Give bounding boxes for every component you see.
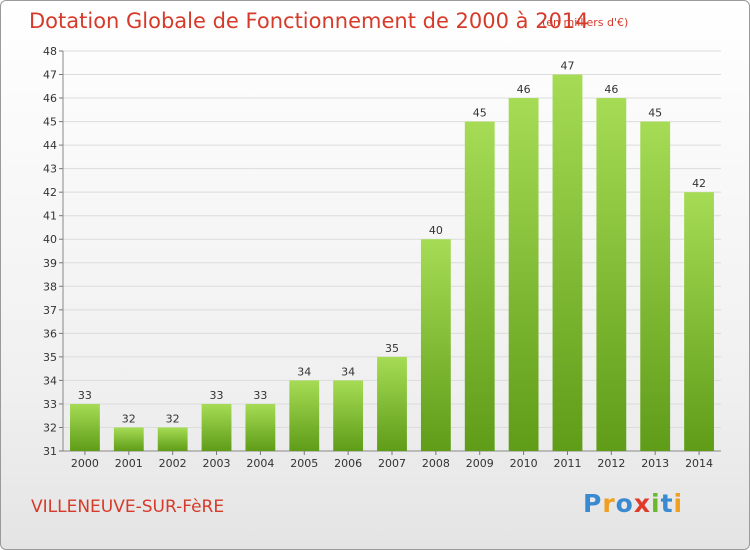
bar (70, 403, 100, 451)
bar (201, 403, 232, 451)
y-tick-label: 45 (43, 116, 57, 129)
x-tick-label: 2006 (334, 457, 362, 470)
x-tick-label: 2004 (246, 457, 274, 470)
x-tick-label: 2010 (510, 457, 538, 470)
bar (552, 74, 583, 451)
data-label: 45 (648, 107, 662, 120)
x-tick-label: 2005 (290, 457, 318, 470)
city-name: VILLENEUVE-SUR-FèRE (31, 497, 225, 517)
logo-letter: r (602, 489, 616, 518)
y-tick-label: 48 (43, 45, 57, 58)
logo-letter: o (615, 489, 634, 518)
y-tick-label: 44 (43, 139, 57, 152)
y-tick-label: 47 (43, 69, 57, 82)
y-tick-label: 38 (43, 280, 57, 293)
bar (596, 98, 627, 451)
x-tick-label: 2002 (159, 457, 187, 470)
data-label: 45 (473, 107, 487, 120)
data-label: 32 (122, 412, 136, 425)
y-tick-label: 31 (43, 445, 57, 458)
data-label: 32 (166, 412, 180, 425)
bar (508, 98, 539, 451)
bar (245, 403, 276, 451)
y-tick-label: 33 (43, 398, 57, 411)
y-tick-label: 42 (43, 186, 57, 199)
data-label: 40 (429, 224, 443, 237)
data-label: 35 (385, 342, 399, 355)
x-tick-label: 2012 (597, 457, 625, 470)
data-label: 46 (517, 83, 531, 96)
bar (640, 121, 671, 452)
y-tick-label: 39 (43, 257, 57, 270)
x-tick-label: 2003 (203, 457, 231, 470)
bar (113, 427, 144, 451)
y-tick-label: 41 (43, 210, 57, 223)
bar (157, 427, 188, 451)
data-label: 33 (253, 389, 267, 402)
chart-title: Dotation Globale de Fonctionnement de 20… (29, 9, 589, 33)
y-tick-label: 35 (43, 351, 57, 364)
data-label: 42 (692, 177, 706, 190)
x-tick-label: 2013 (641, 457, 669, 470)
logo-letter: i (651, 489, 661, 518)
data-label: 34 (341, 365, 355, 378)
data-label: 34 (297, 365, 311, 378)
x-tick-label: 2000 (71, 457, 99, 470)
y-tick-label: 40 (43, 233, 57, 246)
bar (464, 121, 495, 452)
x-tick-label: 2011 (553, 457, 581, 470)
y-tick-label: 43 (43, 163, 57, 176)
bar (289, 380, 320, 451)
y-tick-label: 32 (43, 421, 57, 434)
x-tick-label: 2008 (422, 457, 450, 470)
data-label: 33 (210, 389, 224, 402)
x-tick-label: 2001 (115, 457, 143, 470)
x-tick-label: 2009 (466, 457, 494, 470)
x-tick-label: 2014 (685, 457, 713, 470)
y-tick-label: 34 (43, 374, 57, 387)
y-tick-label: 37 (43, 304, 57, 317)
chart-subtitle: (en milliers d'€) (542, 16, 629, 29)
data-label: 47 (560, 60, 574, 73)
y-tick-label: 36 (43, 327, 57, 340)
logo-letter: P (583, 489, 603, 518)
bar (333, 380, 364, 451)
logo-letter: t (660, 489, 674, 518)
data-label: 33 (78, 389, 92, 402)
y-tick-label: 46 (43, 92, 57, 105)
bar (420, 239, 451, 451)
data-label: 46 (604, 83, 618, 96)
proxiti-logo[interactable]: Proxiti (583, 489, 683, 518)
logo-letter: x (633, 489, 651, 518)
x-tick-label: 2007 (378, 457, 406, 470)
bar (377, 356, 407, 451)
bar (684, 192, 714, 452)
logo-letter: i (673, 489, 684, 518)
